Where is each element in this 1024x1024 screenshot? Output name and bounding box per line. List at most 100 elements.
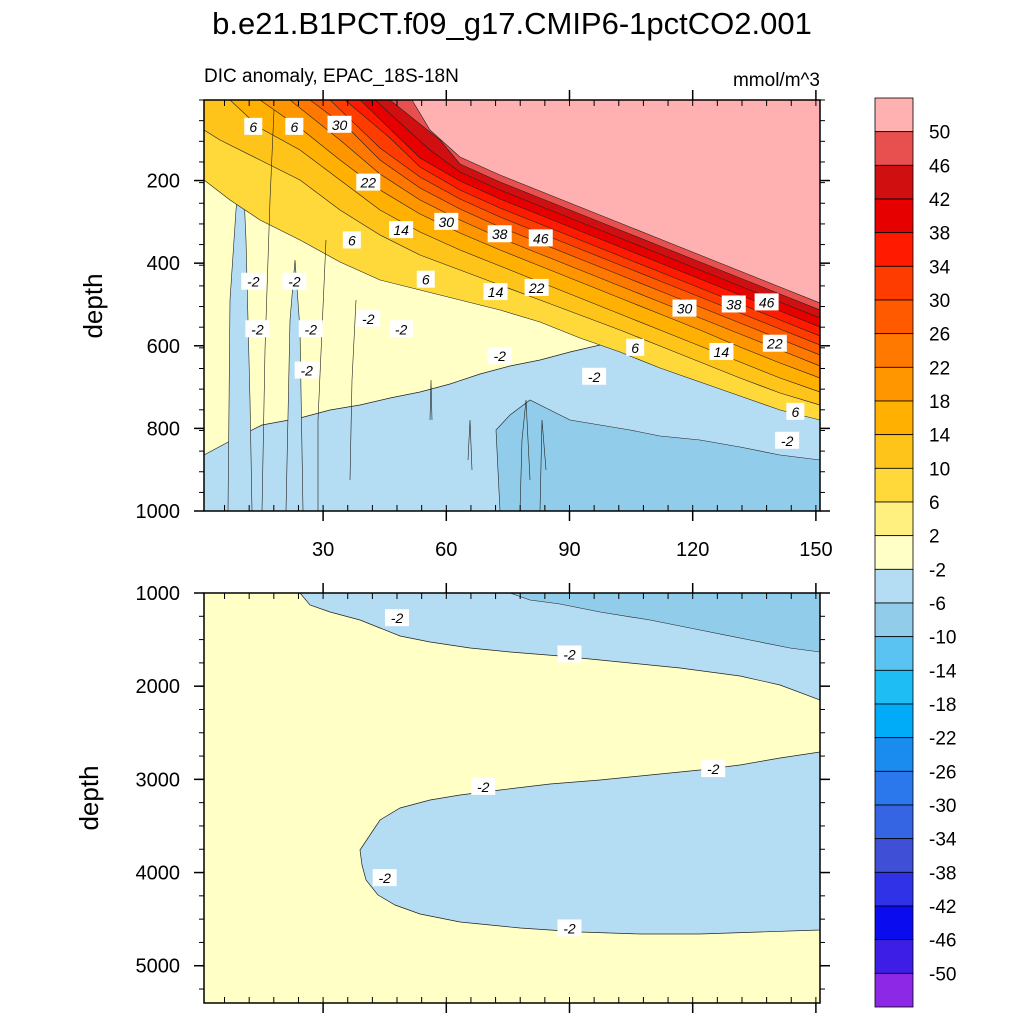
colorbar-label: -10: [929, 628, 956, 649]
y-tick-label: 200: [147, 171, 180, 193]
colorbar-swatch: [874, 501, 914, 537]
colorbar-swatch: [874, 434, 914, 469]
contour-label: 46: [533, 230, 549, 246]
colorbar-swatch: [874, 703, 914, 739]
lower-plot-frame: [203, 592, 821, 1004]
colorbar-label: 2: [929, 527, 940, 548]
colorbar-label: -38: [929, 863, 956, 884]
upper-axis-ticks: 30 60 90 120 150 200 400 600 800 1000: [136, 90, 833, 561]
contour-label: 14: [488, 284, 504, 300]
x-tick-label: 60: [435, 539, 457, 561]
contour-label-box: [294, 361, 319, 379]
colorbar-swatch: [874, 602, 914, 638]
colorbar-label: -26: [929, 762, 956, 783]
colorbar-label: -46: [929, 931, 956, 952]
contour-label: 6: [631, 340, 639, 356]
colorbar-swatch: [874, 265, 914, 301]
contour-label: -2: [588, 369, 601, 385]
contour-label: 38: [726, 296, 742, 312]
colorbar-swatch: [874, 97, 914, 133]
contour-label-box: [626, 338, 645, 356]
contour-label: 6: [348, 232, 356, 248]
contour-label-box: [244, 117, 263, 135]
colorbar-swatch: [874, 871, 914, 907]
colorbar-label: 50: [929, 123, 950, 144]
colorbar-swatch: [874, 198, 914, 234]
colorbar: 50 46 42 38 34 30 26 22 18 14 10 6 2 -2 -6 -10 -14 -18 -22…: [874, 97, 957, 1008]
contour-label-box: [524, 278, 549, 296]
contour-label-box: [356, 173, 381, 191]
contour-label-box: [298, 320, 323, 338]
contour-label: -2: [251, 321, 264, 337]
contour-label-box: [241, 272, 266, 290]
contour-label-box: [285, 117, 304, 135]
colorbar-swatch: [874, 366, 914, 402]
contour-label: -2: [477, 779, 490, 795]
neg6-region: [495, 399, 820, 511]
contour-label-box: [528, 229, 553, 247]
colorbar-label: 30: [929, 291, 950, 312]
contour-label: 14: [393, 222, 409, 238]
colorbar-swatch: [874, 972, 914, 1008]
contour-label: 6: [249, 119, 257, 135]
contour-label: -2: [391, 610, 404, 626]
colorbar-label: 10: [929, 459, 950, 480]
contour-label-box: [786, 402, 805, 420]
contour-label-box: [582, 367, 607, 385]
contour-label: 6: [791, 404, 799, 420]
colorbar-label: 18: [929, 392, 950, 413]
contour-label-box: [721, 295, 746, 313]
colorbar-label: -22: [929, 729, 956, 750]
colorbar-swatch: [874, 770, 914, 806]
contour-label: -2: [493, 348, 506, 364]
contour-label-box: [327, 115, 352, 133]
contour-label-box: [672, 299, 697, 317]
upper-y-axis-label: depth: [78, 273, 108, 338]
colorbar-swatch: [874, 838, 914, 873]
contour-label: 30: [439, 214, 455, 230]
contour-label-box: [471, 777, 496, 795]
colorbar-label: -14: [929, 661, 957, 682]
contour-label-box: [385, 609, 410, 627]
y-tick-label: 5000: [136, 956, 181, 978]
colorbar-swatch: [874, 400, 914, 436]
contour-label: 30: [677, 301, 693, 317]
contour-label: -2: [288, 274, 301, 290]
colorbar-label: -6: [929, 594, 946, 615]
contour-label: -2: [563, 647, 576, 663]
y-tick-label: 1000: [136, 583, 181, 605]
colorbar-label: 46: [929, 156, 950, 177]
contour-label-box: [483, 283, 508, 301]
colorbar-swatch: [874, 467, 914, 503]
contour-label-box: [245, 320, 270, 338]
y-tick-label: 800: [147, 418, 180, 440]
contour-label-box: [487, 225, 512, 243]
contour-label-box: [487, 347, 512, 365]
lower-contour-labels: -2 -2 -2 -2 -2 -2: [372, 609, 726, 937]
colorbar-swatch: [874, 535, 914, 570]
colorbar-swatch: [874, 636, 914, 671]
y-tick-label: 600: [147, 336, 180, 358]
contour-label: 38: [492, 226, 508, 242]
contour-label: -2: [362, 311, 375, 327]
y-tick-label: 1000: [136, 501, 181, 523]
contour-label-box: [282, 272, 307, 290]
lower-contour-field: [204, 593, 820, 1003]
x-tick-label: 120: [676, 539, 709, 561]
colorbar-label: 6: [929, 493, 940, 514]
colorbar-label: 22: [929, 358, 950, 379]
colorbar-swatch: [874, 568, 914, 604]
colorbar-label: 14: [929, 426, 951, 447]
colorbar-swatch: [874, 669, 914, 705]
contour-label-box: [434, 212, 459, 230]
neg-region-deep: [359, 751, 820, 935]
contour-label: -2: [247, 274, 260, 290]
colorbar-label: -34: [929, 830, 957, 851]
y-tick-label: 3000: [136, 769, 181, 791]
contour-label: -2: [707, 761, 720, 777]
contour-label-box: [762, 334, 787, 352]
colorbar-swatch: [874, 939, 914, 974]
contour-label: 22: [766, 336, 783, 352]
